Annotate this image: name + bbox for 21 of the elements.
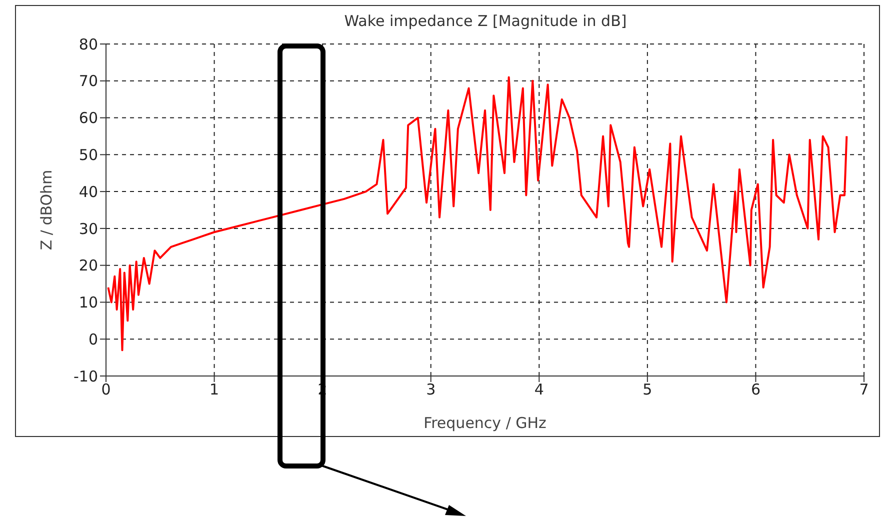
line-series <box>107 76 848 352</box>
x-tick-label: 6 <box>750 380 760 399</box>
y-tick-label: 0 <box>88 330 98 348</box>
y-tick-label: 20 <box>78 256 98 275</box>
x-tick-label: 3 <box>426 380 436 399</box>
x-axis-title: Frequency / GHz <box>424 414 547 432</box>
x-tick-label: 4 <box>534 380 544 399</box>
y-tick-label: 40 <box>78 182 98 201</box>
y-tick-label: -10 <box>74 367 98 386</box>
chart-title: Wake impedance Z [Magnitude in dB] <box>343 12 628 30</box>
y-tick-label: 70 <box>78 72 98 90</box>
x-tick-label: 0 <box>101 380 111 399</box>
y-tick-label: 30 <box>78 220 98 238</box>
y-tick-label: 50 <box>78 146 98 164</box>
x-tick-label: 7 <box>859 380 869 399</box>
y-tick-label: 60 <box>78 109 98 128</box>
y-tick-label: 80 <box>78 35 98 54</box>
x-tick-label: 5 <box>642 380 652 399</box>
x-tick-label: 1 <box>210 380 220 399</box>
y-tick-label: 10 <box>78 294 98 312</box>
y-axis-title: Z / dBOhm <box>37 170 56 250</box>
